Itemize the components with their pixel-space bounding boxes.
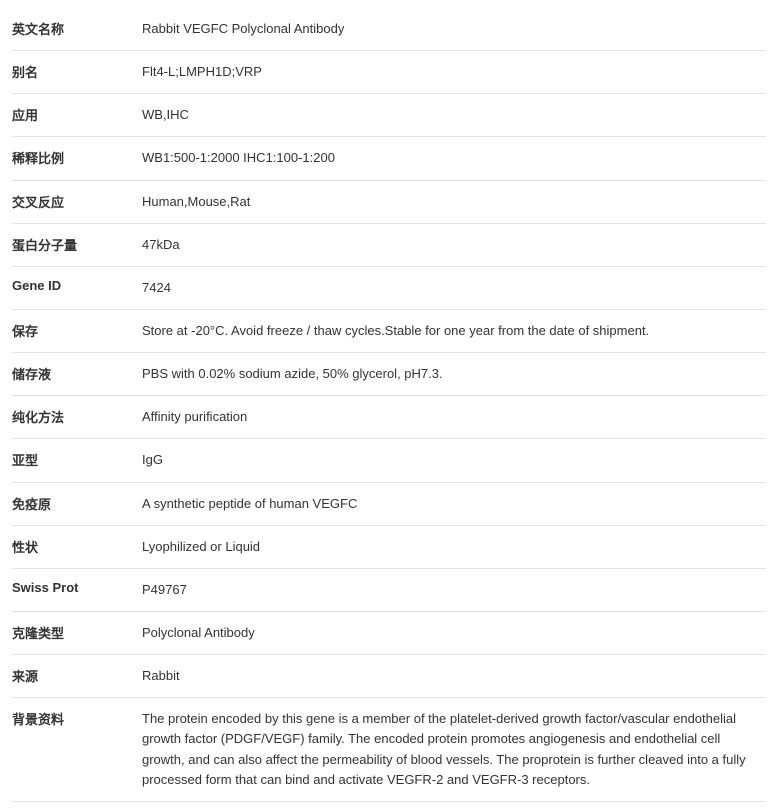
- spec-value: Polyclonal Antibody: [142, 611, 766, 654]
- spec-label: 亚型: [12, 439, 142, 482]
- spec-label: 蛋白分子量: [12, 223, 142, 266]
- spec-label: 克隆类型: [12, 611, 142, 654]
- spec-label: 交叉反应: [12, 180, 142, 223]
- spec-label: 保存: [12, 309, 142, 352]
- spec-value: Rabbit: [142, 655, 766, 698]
- spec-row: 储存液PBS with 0.02% sodium azide, 50% glyc…: [12, 353, 766, 396]
- spec-table-body: 英文名称Rabbit VEGFC Polyclonal Antibody别名Fl…: [12, 8, 766, 801]
- spec-row: Gene ID7424: [12, 266, 766, 309]
- spec-row: 性状Lyophilized or Liquid: [12, 525, 766, 568]
- spec-value: A synthetic peptide of human VEGFC: [142, 482, 766, 525]
- spec-value: P49767: [142, 568, 766, 611]
- spec-value: Store at -20°C. Avoid freeze / thaw cycl…: [142, 309, 766, 352]
- spec-row: 保存Store at -20°C. Avoid freeze / thaw cy…: [12, 309, 766, 352]
- spec-label: 免疫原: [12, 482, 142, 525]
- spec-row: 来源Rabbit: [12, 655, 766, 698]
- spec-value: WB1:500-1:2000 IHC1:100-1:200: [142, 137, 766, 180]
- spec-label: 背景资料: [12, 698, 142, 802]
- spec-value: Affinity purification: [142, 396, 766, 439]
- spec-value: WB,IHC: [142, 94, 766, 137]
- spec-row: 克隆类型Polyclonal Antibody: [12, 611, 766, 654]
- spec-value: 7424: [142, 266, 766, 309]
- spec-label: 应用: [12, 94, 142, 137]
- spec-value: Flt4-L;LMPH1D;VRP: [142, 51, 766, 94]
- spec-row: 亚型IgG: [12, 439, 766, 482]
- spec-label: Swiss Prot: [12, 568, 142, 611]
- spec-row: 别名Flt4-L;LMPH1D;VRP: [12, 51, 766, 94]
- spec-label: 别名: [12, 51, 142, 94]
- spec-value: Lyophilized or Liquid: [142, 525, 766, 568]
- spec-value: Human,Mouse,Rat: [142, 180, 766, 223]
- spec-value: The protein encoded by this gene is a me…: [142, 698, 766, 802]
- spec-row: 免疫原A synthetic peptide of human VEGFC: [12, 482, 766, 525]
- spec-row: 英文名称Rabbit VEGFC Polyclonal Antibody: [12, 8, 766, 51]
- specification-table: 英文名称Rabbit VEGFC Polyclonal Antibody别名Fl…: [12, 8, 766, 802]
- spec-row: 背景资料The protein encoded by this gene is …: [12, 698, 766, 802]
- spec-row: 交叉反应Human,Mouse,Rat: [12, 180, 766, 223]
- spec-value: PBS with 0.02% sodium azide, 50% glycero…: [142, 353, 766, 396]
- spec-label: 性状: [12, 525, 142, 568]
- spec-value: 47kDa: [142, 223, 766, 266]
- spec-row: 蛋白分子量47kDa: [12, 223, 766, 266]
- spec-label: 纯化方法: [12, 396, 142, 439]
- spec-label: 储存液: [12, 353, 142, 396]
- spec-row: Swiss ProtP49767: [12, 568, 766, 611]
- spec-label: 稀释比例: [12, 137, 142, 180]
- spec-value: Rabbit VEGFC Polyclonal Antibody: [142, 8, 766, 51]
- spec-row: 稀释比例WB1:500-1:2000 IHC1:100-1:200: [12, 137, 766, 180]
- spec-row: 应用WB,IHC: [12, 94, 766, 137]
- spec-label: 英文名称: [12, 8, 142, 51]
- spec-label: 来源: [12, 655, 142, 698]
- spec-label: Gene ID: [12, 266, 142, 309]
- spec-value: IgG: [142, 439, 766, 482]
- spec-row: 纯化方法Affinity purification: [12, 396, 766, 439]
